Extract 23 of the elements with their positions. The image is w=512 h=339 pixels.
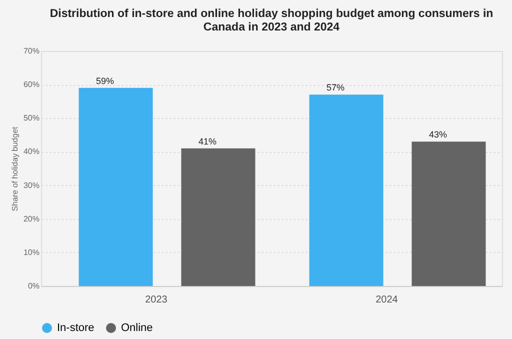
data-label: 41% <box>198 136 216 146</box>
y-tick-label: 50% <box>23 114 40 123</box>
bar <box>412 142 486 286</box>
y-axis-title: Share of holiday budget <box>10 126 20 212</box>
bar <box>78 88 153 286</box>
text: Canada in 2023 and 2024 <box>203 22 340 34</box>
legend-label: Online <box>121 322 153 334</box>
bar <box>181 148 256 286</box>
y-tick-label: 70% <box>23 46 40 56</box>
data-label: 43% <box>428 130 447 140</box>
bar <box>309 94 384 286</box>
text: Distribution of in-store and online holiday shopping budget among consumers in <box>50 8 494 20</box>
y-tick-label: 0% <box>28 282 40 290</box>
x-tick-label: 2024 <box>376 294 398 306</box>
y-tick-label: 30% <box>23 180 40 190</box>
y-tick-label: 40% <box>23 147 40 156</box>
x-tick-label: 2023 <box>145 294 168 306</box>
y-tick-label: 10% <box>23 248 40 257</box>
y-tick-label: 60% <box>23 80 40 90</box>
y-tick-label: 20% <box>23 214 40 224</box>
data-label: 59% <box>96 76 114 86</box>
data-label: 57% <box>326 82 345 93</box>
legend-label: In-store <box>57 322 94 334</box>
